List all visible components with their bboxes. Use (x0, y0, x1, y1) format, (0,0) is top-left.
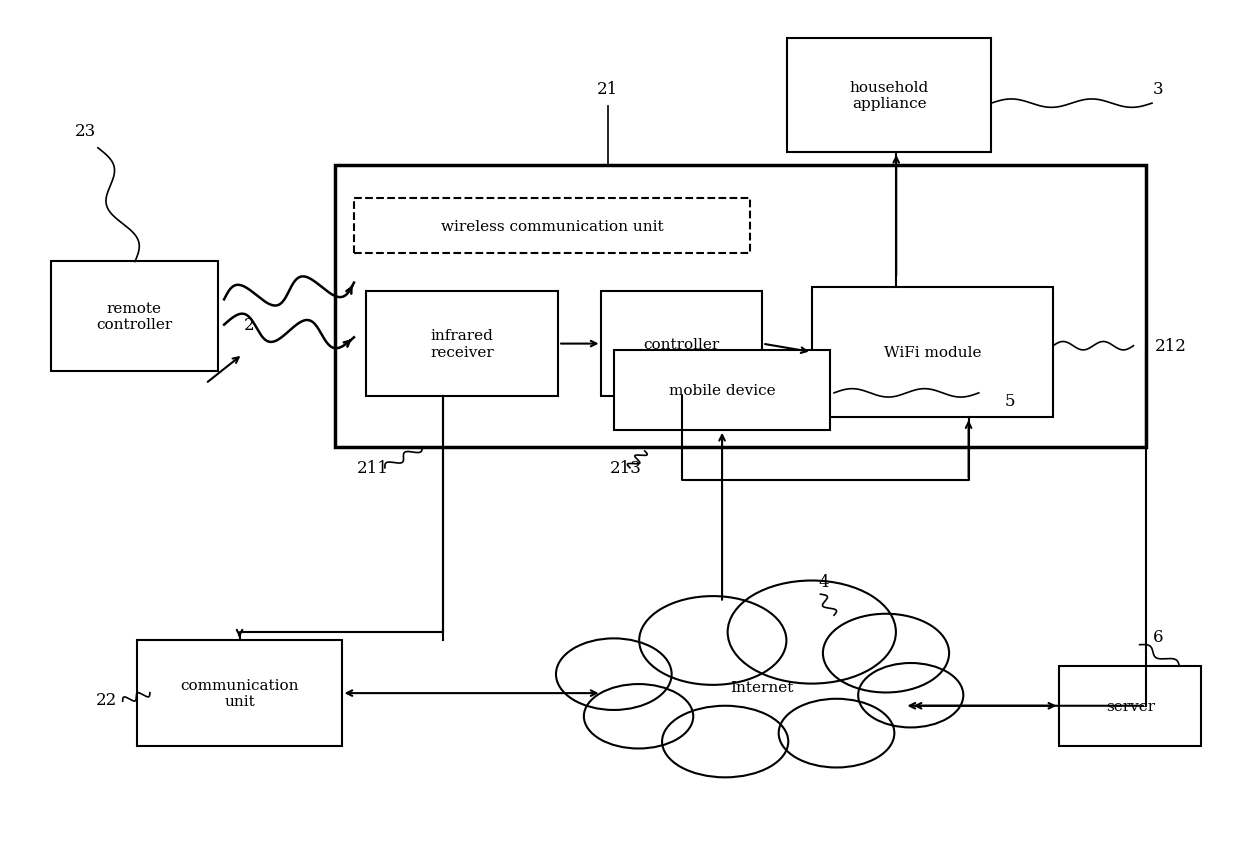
Text: 5: 5 (1004, 392, 1016, 409)
Text: 23: 23 (74, 123, 97, 140)
Ellipse shape (584, 684, 693, 749)
Text: 4: 4 (818, 573, 830, 590)
Bar (353, 199, 750, 254)
Text: 22: 22 (95, 691, 117, 708)
Text: remote
controller: remote controller (97, 302, 172, 332)
Text: communication
unit: communication unit (180, 679, 299, 708)
Ellipse shape (728, 581, 897, 684)
Bar (1059, 666, 1202, 746)
Bar (51, 262, 218, 371)
Text: Internet: Internet (730, 680, 794, 694)
Bar (138, 641, 342, 746)
Text: 21: 21 (596, 81, 619, 98)
Ellipse shape (662, 706, 789, 777)
Text: 212: 212 (1154, 338, 1187, 354)
Text: server: server (1106, 699, 1154, 713)
Bar (601, 292, 763, 397)
Bar (366, 292, 558, 397)
Text: infrared
receiver: infrared receiver (430, 329, 494, 360)
Text: 211: 211 (357, 460, 388, 477)
Ellipse shape (556, 639, 672, 710)
Ellipse shape (823, 614, 949, 693)
Bar (787, 39, 991, 153)
Bar (812, 288, 1053, 418)
Text: wireless communication unit: wireless communication unit (440, 219, 663, 234)
Ellipse shape (639, 597, 786, 685)
Bar (614, 350, 831, 430)
Text: 2: 2 (243, 316, 254, 333)
Text: mobile device: mobile device (668, 383, 775, 398)
Text: 6: 6 (1153, 628, 1163, 645)
Text: controller: controller (644, 338, 720, 351)
Text: WiFi module: WiFi module (884, 345, 981, 360)
Ellipse shape (858, 663, 963, 728)
Text: 213: 213 (610, 460, 642, 477)
Ellipse shape (779, 699, 894, 767)
Text: household
appliance: household appliance (849, 81, 929, 111)
Bar (336, 165, 1146, 447)
Text: 3: 3 (1153, 81, 1163, 98)
